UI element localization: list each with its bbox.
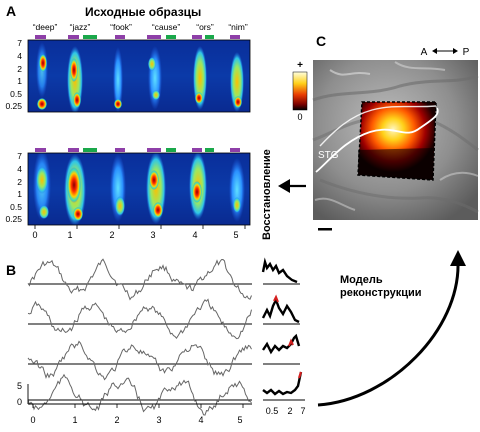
syllable-markers-bottom — [35, 148, 240, 152]
tuning-peak — [288, 338, 294, 347]
tuning-tick-label: 7 — [300, 406, 305, 416]
stg-outline — [315, 107, 439, 173]
tuning-tick-label: 2 — [287, 406, 292, 416]
x-tick-label: 0 — [32, 230, 37, 240]
word-labels: “deep” “jazz” “fook” “cause” “ors” “nim” — [33, 22, 248, 32]
y-tick-label: 0.25 — [5, 101, 22, 111]
x-tick-label: 3 — [156, 415, 161, 425]
panel-b-label: B — [6, 262, 16, 278]
word-label-cause: “cause” — [152, 22, 181, 32]
tuning-peak — [297, 371, 303, 379]
x-axis-panel-b: 0 1 2 3 4 5 — [28, 403, 252, 425]
tuning-peak — [273, 294, 279, 303]
colorbar: + 0 — [292, 60, 308, 122]
panel-a-label: A — [6, 3, 16, 19]
y-tick-label: 0.5 — [10, 202, 22, 212]
y-tick-label: 1 — [17, 189, 22, 199]
x-tick-label: 1 — [67, 230, 72, 240]
x-tick-label: 2 — [109, 230, 114, 240]
y-axis-top: 7 4 2 1 0.5 0.25 — [5, 38, 22, 111]
direction-indicator: A P — [421, 47, 470, 58]
direction-p-label: P — [463, 47, 470, 58]
electrode-trace — [27, 298, 252, 340]
word-label-jazz: “jazz” — [70, 22, 91, 32]
electrode-trace — [27, 258, 252, 301]
x-tick-label: 2 — [114, 415, 119, 425]
stg-label: STG — [318, 150, 339, 161]
y-tick-label: 0 — [17, 397, 22, 407]
tuning-curve — [261, 297, 300, 324]
x-tick-label: 0 — [30, 415, 35, 425]
y-tick-label: 5 — [17, 381, 22, 391]
word-label-ors: “ors” — [196, 22, 214, 32]
tuning-curve — [262, 371, 303, 396]
syllable-markers-top — [35, 35, 240, 39]
x-tick-label: 1 — [72, 415, 77, 425]
y-tick-label: 4 — [17, 51, 22, 61]
x-tick-label: 4 — [192, 230, 197, 240]
model-label-line1: Модель — [340, 274, 383, 286]
y-tick-label: 0.5 — [10, 89, 22, 99]
electrode-trace — [27, 373, 252, 416]
electrode-grid-heatmap — [357, 101, 437, 181]
panel-a-title: Исходные образцы — [85, 5, 201, 19]
tuning-tick-label: 0.5 — [266, 406, 279, 416]
x-tick-label: 3 — [150, 230, 155, 240]
electrode-traces — [27, 258, 252, 416]
word-label-nim: “nim” — [228, 22, 248, 32]
y-tick-label: 1 — [17, 76, 22, 86]
y-tick-label: 4 — [17, 164, 22, 174]
original-spectrogram-frame — [27, 39, 251, 113]
colorbar-min-label: 0 — [297, 112, 302, 122]
y-axis-bottom: 7 4 2 1 0.5 0.25 — [5, 151, 22, 224]
word-label-deep: “deep” — [33, 22, 58, 32]
x-tick-label: 4 — [198, 415, 203, 425]
colorbar-max-label: + — [297, 60, 303, 71]
curved-arrow-model — [317, 250, 466, 407]
x-tick-label: 5 — [237, 415, 242, 425]
y-axis-panel-b: 5 0 — [17, 381, 29, 407]
arrow-to-reconstruction — [278, 179, 306, 193]
y-tick-label: 7 — [17, 151, 22, 161]
scale-bar — [318, 228, 332, 231]
tuning-curves: 0.5 2 7 — [261, 257, 306, 416]
x-tick-label: 5 — [233, 230, 238, 240]
reconstructed-spectrogram-frame — [27, 152, 251, 226]
y-tick-label: 7 — [17, 38, 22, 48]
direction-a-label: A — [421, 47, 428, 58]
electrode-trace — [27, 340, 252, 381]
tuning-curve — [262, 333, 301, 355]
sylvian-outline — [319, 105, 437, 147]
y-tick-label: 0.25 — [5, 214, 22, 224]
reconstruction-side-label: Восстановление — [261, 149, 273, 240]
reconstructed-spectrogram — [28, 153, 250, 225]
y-tick-label: 2 — [17, 177, 22, 187]
model-label-line2: реконструкции — [340, 287, 422, 299]
panel-c-label: C — [316, 33, 326, 49]
tuning-curve — [261, 257, 298, 284]
y-tick-label: 2 — [17, 64, 22, 74]
x-axis-panel-a: 0 1 2 3 4 5 — [32, 225, 246, 240]
word-label-fook: “fook” — [110, 22, 132, 32]
original-spectrogram — [28, 40, 250, 112]
